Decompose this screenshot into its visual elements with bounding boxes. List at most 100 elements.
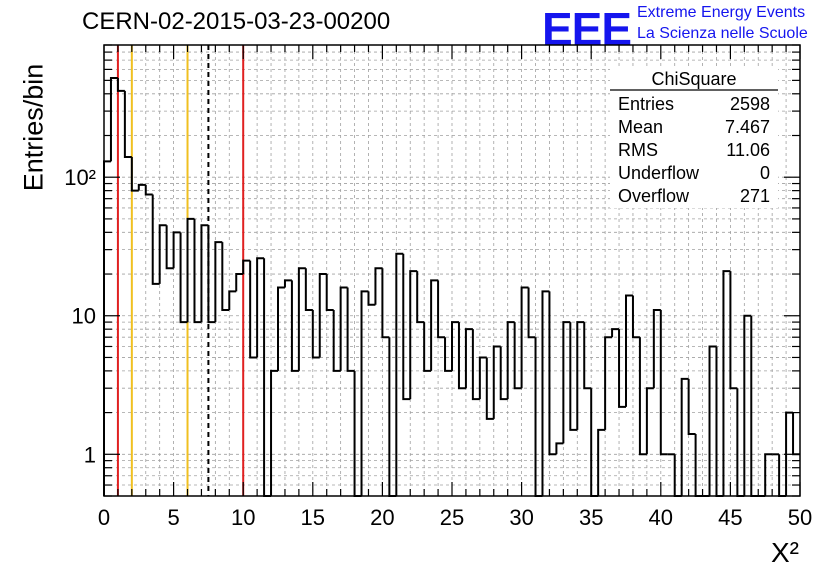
histogram-bin — [604, 336, 613, 430]
x-tick-label: 15 — [301, 505, 325, 530]
histogram-bin — [534, 337, 543, 497]
histogram-bin — [165, 225, 174, 270]
histogram-bin — [360, 290, 369, 496]
histogram-bin — [680, 377, 689, 496]
histogram-bin — [715, 346, 724, 497]
histogram-bin — [638, 337, 647, 456]
stats-box-background — [610, 68, 778, 208]
histogram-bin — [151, 194, 160, 285]
histogram-bin — [430, 279, 439, 371]
histogram-bin — [485, 357, 494, 420]
histogram-bin — [750, 315, 759, 497]
stats-label: RMS — [618, 140, 658, 160]
histogram-bin — [109, 77, 118, 162]
histogram-bin — [478, 356, 487, 400]
histogram-bin — [179, 232, 188, 324]
histogram-bin — [729, 271, 738, 390]
x-axis-label: X² — [771, 537, 799, 568]
histogram-bin — [158, 224, 167, 284]
histogram-bin — [207, 225, 216, 324]
x-tick-label: 35 — [579, 505, 603, 530]
histogram-bin — [193, 218, 202, 324]
x-tick-label: 45 — [718, 505, 742, 530]
stats-label: Underflow — [618, 163, 700, 183]
histogram-bin — [555, 442, 564, 455]
histogram-bin — [228, 290, 237, 311]
histogram-bin — [270, 369, 278, 496]
histogram-bin — [708, 345, 717, 496]
histogram-bin — [722, 270, 731, 496]
histogram-bin — [645, 387, 654, 455]
histogram-bin — [256, 257, 265, 358]
stats-label: Mean — [618, 117, 663, 137]
histogram-bin — [116, 78, 125, 92]
stats-box: ChiSquare Entries 2598 Mean 7.467 RMS 11.06 Und… — [610, 68, 778, 208]
stats-title: ChiSquare — [651, 69, 736, 89]
histogram-bin — [242, 259, 251, 275]
histogram-bin — [388, 337, 397, 497]
histogram-bin — [144, 184, 153, 196]
histogram-bin — [283, 279, 292, 288]
histogram-bin — [304, 268, 313, 312]
histogram-bin — [513, 322, 522, 390]
axes: 0 5 10 15 20 25 30 35 40 45 50 1 10 10² — [64, 44, 812, 530]
histogram-bin — [611, 328, 620, 338]
histogram-bin — [235, 273, 244, 292]
histogram-bin — [444, 337, 452, 372]
histogram-bin — [374, 267, 383, 305]
histogram-bin — [409, 270, 418, 400]
org-name-line1: Extreme Energy Events — [637, 4, 806, 21]
histogram-bin — [437, 280, 446, 339]
x-tick-label: 0 — [98, 505, 110, 530]
histogram-bin — [318, 273, 327, 358]
org-name-line2: La Scienza nelle Scuole — [637, 25, 808, 42]
histogram-bin — [499, 346, 508, 401]
histogram-bin — [332, 310, 341, 372]
histogram — [103, 77, 800, 497]
histogram-bin — [631, 295, 640, 339]
histogram-bin — [652, 309, 661, 389]
histogram-bin — [541, 290, 550, 496]
histogram-bin — [311, 310, 320, 359]
x-tick-label: 10 — [231, 505, 255, 530]
histogram-bin — [214, 241, 223, 323]
histogram-bin — [569, 322, 578, 431]
histogram-bin — [506, 321, 515, 400]
stats-value: 271 — [740, 186, 770, 206]
stats-label: Overflow — [618, 186, 690, 206]
histogram-bin — [464, 328, 473, 389]
histogram-bin — [249, 260, 258, 359]
stats-value: 11.06 — [726, 140, 770, 160]
histogram-bin — [297, 267, 306, 371]
histogram-bin — [123, 90, 132, 158]
histogram-bin — [346, 287, 355, 372]
histogram-bin — [527, 287, 536, 339]
stats-value: 7.467 — [725, 117, 770, 137]
histogram-bin — [576, 321, 585, 430]
histogram-bin — [172, 231, 181, 269]
histogram-bin — [785, 411, 794, 496]
histogram-bin — [353, 370, 362, 497]
eee-logo: EEE — [542, 3, 632, 55]
stats-label: Entries — [618, 94, 674, 114]
histogram-bin — [764, 453, 773, 496]
x-tick-label: 20 — [370, 505, 394, 530]
x-tick-label: 5 — [167, 505, 179, 530]
histogram-bin — [625, 294, 633, 407]
histogram-bin — [290, 280, 299, 372]
histogram-bin — [471, 329, 480, 401]
histogram-bin — [694, 434, 703, 497]
histogram-bin — [381, 268, 390, 339]
stats-value: 0 — [760, 163, 770, 183]
y-tick-label: 1 — [84, 442, 96, 467]
histogram-bin — [416, 271, 425, 324]
histogram-bin — [583, 322, 592, 390]
histogram-bin — [367, 291, 376, 306]
histogram-bin — [221, 242, 230, 312]
stats-value: 2598 — [730, 94, 770, 114]
x-tick-label: 30 — [509, 505, 533, 530]
histogram-bin — [736, 388, 745, 497]
histogram-bin — [659, 310, 668, 456]
